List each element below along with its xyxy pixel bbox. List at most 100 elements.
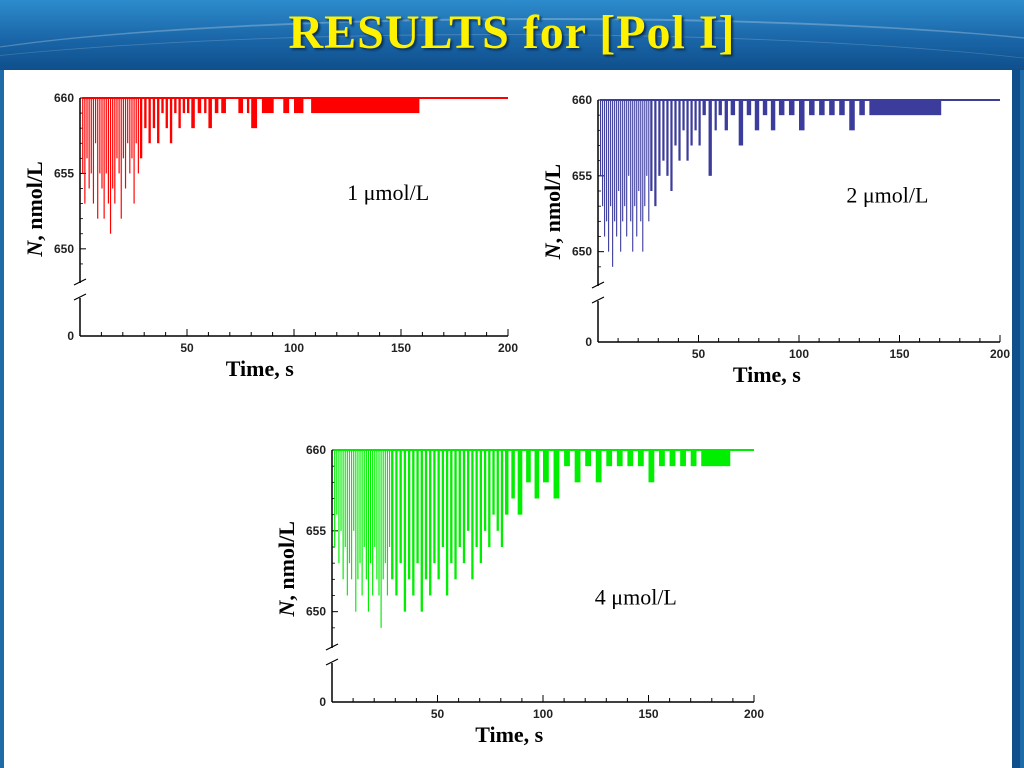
data-spike bbox=[654, 100, 657, 207]
y-tick-label: 650 bbox=[306, 605, 326, 619]
data-spike bbox=[659, 450, 665, 467]
y-tick-label: 650 bbox=[54, 242, 74, 256]
data-spike bbox=[346, 450, 348, 596]
data-spike bbox=[799, 100, 805, 131]
data-spike bbox=[479, 450, 483, 564]
data-spike bbox=[378, 450, 380, 596]
data-spike bbox=[372, 450, 374, 596]
data-spike bbox=[338, 450, 340, 564]
y-axis-label-unit: , nmol/L bbox=[540, 164, 565, 243]
data-spike bbox=[350, 450, 353, 580]
data-spike bbox=[746, 100, 752, 116]
axis-break-mark bbox=[591, 281, 605, 289]
data-spike bbox=[632, 100, 634, 252]
data-spike bbox=[670, 100, 673, 191]
data-spike bbox=[204, 98, 207, 114]
data-spike bbox=[374, 450, 376, 547]
data-spike bbox=[437, 450, 440, 580]
data-spike bbox=[101, 98, 103, 189]
data-spike bbox=[829, 100, 835, 116]
data-spike bbox=[762, 100, 768, 116]
data-spike bbox=[84, 98, 86, 204]
data-spike bbox=[144, 98, 147, 129]
data-spike bbox=[169, 98, 173, 144]
x-tick-label: 150 bbox=[889, 347, 909, 361]
data-spike bbox=[543, 450, 549, 483]
data-spike bbox=[94, 98, 97, 144]
data-spike bbox=[534, 450, 540, 499]
y-axis-label-unit: , nmol/L bbox=[22, 161, 47, 240]
data-spike bbox=[526, 450, 531, 483]
data-spike bbox=[730, 100, 736, 116]
data-spike bbox=[246, 98, 250, 114]
data-spike bbox=[399, 450, 402, 564]
data-spike bbox=[122, 98, 124, 159]
data-spike bbox=[553, 450, 560, 499]
y-tick-label: 660 bbox=[54, 91, 74, 105]
data-spike bbox=[109, 98, 112, 234]
data-spike bbox=[648, 450, 655, 483]
data-spike bbox=[610, 100, 612, 207]
y-tick-label: 655 bbox=[572, 169, 592, 183]
data-spike bbox=[642, 100, 644, 252]
data-spike bbox=[82, 98, 84, 174]
data-spike bbox=[361, 450, 363, 596]
axis-break-mark bbox=[73, 293, 87, 301]
data-spike bbox=[384, 450, 386, 564]
data-spike bbox=[348, 450, 351, 564]
data-spike bbox=[107, 98, 109, 204]
data-spike bbox=[118, 98, 120, 174]
data-spike bbox=[496, 450, 499, 531]
data-spike bbox=[86, 98, 88, 159]
y-tick-label: 660 bbox=[306, 443, 326, 457]
data-spike bbox=[165, 98, 168, 129]
data-spike bbox=[92, 98, 95, 204]
data-spike bbox=[441, 450, 445, 547]
data-spike bbox=[424, 450, 428, 580]
data-spike bbox=[129, 98, 131, 174]
data-spike bbox=[187, 98, 190, 114]
data-spike bbox=[369, 450, 372, 564]
data-series bbox=[334, 449, 754, 628]
data-spike bbox=[294, 98, 304, 114]
data-spike bbox=[644, 100, 646, 207]
x-tick-label: 200 bbox=[990, 347, 1010, 361]
data-spike bbox=[682, 100, 685, 131]
concentration-annotation: 2 μmol/L bbox=[846, 182, 928, 207]
data-spike bbox=[161, 98, 164, 114]
data-spike bbox=[112, 98, 114, 189]
data-spike bbox=[359, 450, 361, 564]
data-spike bbox=[90, 98, 92, 174]
data-spike bbox=[770, 100, 776, 131]
data-spike bbox=[214, 98, 219, 114]
data-spike bbox=[622, 100, 624, 222]
data-spike bbox=[388, 450, 391, 547]
data-spike bbox=[612, 100, 614, 267]
data-spike bbox=[738, 100, 744, 146]
data-spike bbox=[137, 98, 139, 174]
data-spike bbox=[500, 450, 504, 547]
data-spike bbox=[458, 450, 461, 547]
data-spike bbox=[380, 450, 382, 628]
data-spike bbox=[174, 98, 177, 114]
data-spike bbox=[630, 100, 632, 222]
data-spike bbox=[116, 98, 118, 159]
data-spike bbox=[724, 100, 728, 131]
data-spike bbox=[471, 450, 474, 580]
data-spike bbox=[702, 100, 706, 116]
data-spike bbox=[208, 98, 212, 129]
data-spike bbox=[849, 100, 855, 131]
data-spike bbox=[462, 450, 466, 564]
data-spike bbox=[839, 100, 845, 116]
data-spike bbox=[859, 100, 865, 116]
data-spike bbox=[365, 450, 367, 580]
data-spike bbox=[662, 100, 665, 161]
data-spike bbox=[97, 98, 99, 219]
data-spike bbox=[690, 100, 693, 146]
data-spike bbox=[517, 450, 523, 515]
x-tick-label: 200 bbox=[498, 341, 518, 355]
data-spike bbox=[127, 98, 129, 144]
axis-break-mark bbox=[591, 296, 605, 304]
data-spike bbox=[574, 450, 581, 483]
data-spike bbox=[488, 450, 491, 547]
